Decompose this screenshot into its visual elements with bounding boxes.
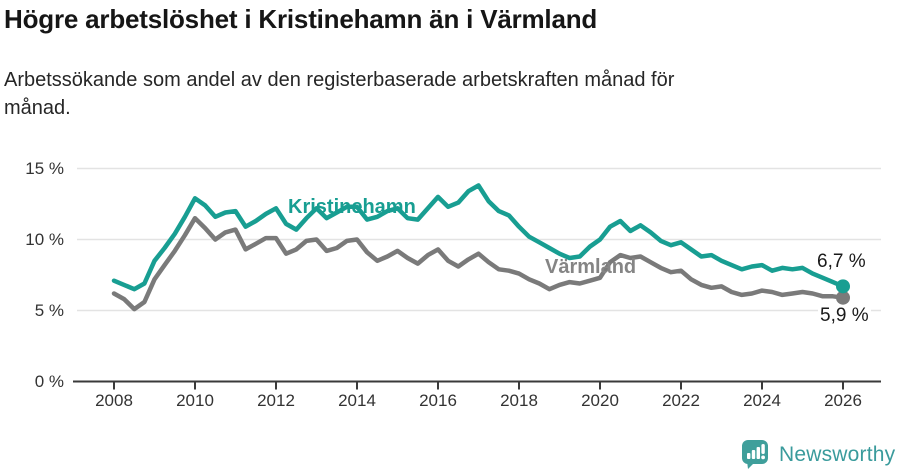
x-tick-label-2014: 2014 (338, 391, 376, 410)
subtitle-line-1: Arbetssökande som andel av den registerb… (4, 69, 675, 91)
series-label-kristinehamn: Kristinehamn (288, 196, 416, 218)
end-dot-kristinehamn (836, 279, 850, 294)
y-tick-label-5: 5 % (34, 300, 64, 320)
x-tick-label-2026: 2026 (824, 391, 862, 410)
x-tick-label-2012: 2012 (257, 391, 295, 410)
subtitle-line-2: månad. (4, 97, 71, 119)
end-value-label-kristinehamn: 6,7 % (817, 251, 866, 272)
x-tick-label-2022: 2022 (662, 391, 700, 410)
newsworthy-brand-text: Newsworthy (779, 442, 896, 466)
x-tick-label-2008: 2008 (95, 391, 133, 410)
chart-subtitle: Arbetssökande som andel av den registerb… (4, 66, 674, 122)
series-label-varmland: Värmland (545, 256, 637, 278)
y-tick-label-0: 0 % (34, 371, 64, 391)
x-tick-label-2024: 2024 (743, 391, 781, 410)
x-tick-label-2016: 2016 (419, 391, 457, 410)
line-värmland (111, 215, 846, 312)
x-tick-label-2020: 2020 (581, 391, 619, 410)
newsworthy-logo[interactable]: Newsworthy (741, 439, 895, 470)
end-dot-värmland (836, 290, 850, 305)
x-tick-label-2010: 2010 (176, 391, 214, 410)
y-tick-label-15: 15 % (25, 158, 64, 178)
y-tick-label-10: 10 % (25, 229, 64, 249)
x-tick-label-2018: 2018 (500, 391, 538, 410)
page-title: Högre arbetslöshet i Kristinehamn än i V… (4, 4, 598, 34)
line-kristinehamn (111, 183, 846, 292)
end-value-label-varmland: 5,9 % (818, 305, 871, 327)
newsworthy-icon (742, 440, 768, 469)
